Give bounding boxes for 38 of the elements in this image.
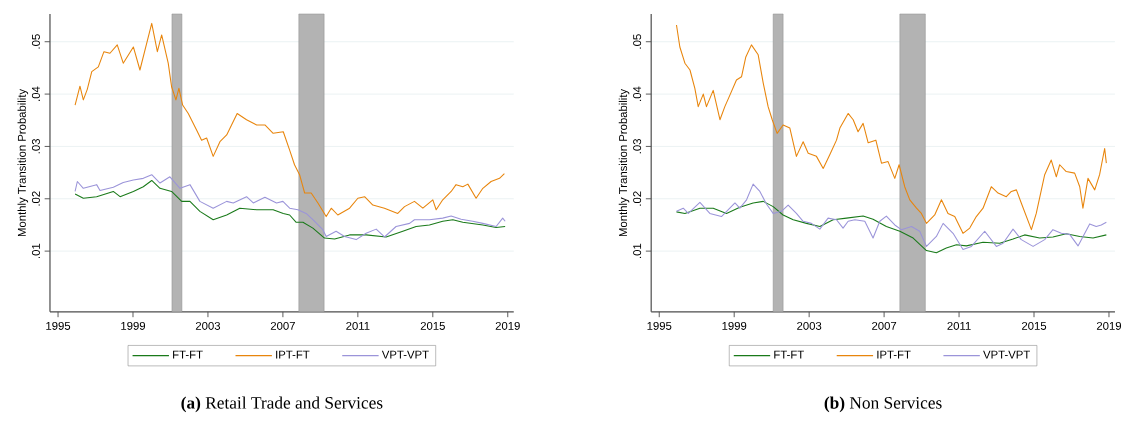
legend-label: FT-FT — [774, 350, 804, 359]
y-tick-label: .03 — [31, 139, 40, 154]
x-tick-label: 2015 — [1021, 322, 1047, 330]
y-tick-label: .04 — [633, 86, 642, 102]
x-tick-label: 2019 — [495, 322, 520, 330]
line-series — [74, 22, 505, 218]
x-tick-label: 2011 — [947, 322, 971, 330]
line-series — [675, 24, 1107, 234]
legend-label: FT-FT — [173, 350, 203, 359]
line-series — [675, 200, 1107, 254]
x-tick-label: 1999 — [121, 322, 146, 330]
x-tick-label: 2007 — [270, 322, 295, 330]
y-tick-label: .02 — [633, 191, 642, 206]
x-tick-label: 2003 — [797, 322, 822, 330]
y-axis-title: Monthly Transition Probability — [618, 88, 630, 237]
x-tick-label: 2019 — [1096, 322, 1122, 330]
legend-label: VPT-VPT — [381, 350, 429, 359]
legend-label: VPT-VPT — [983, 350, 1030, 359]
x-tick-label: 2015 — [420, 322, 445, 330]
y-tick-label: .02 — [31, 191, 40, 206]
y-axis-title: Monthly Transition Probability — [17, 88, 29, 237]
text: (a) Retail Trade and Services — [181, 396, 383, 413]
x-tick-label: 2007 — [872, 322, 897, 330]
legend-label: IPT-FT — [276, 350, 310, 359]
x-tick-label: 1995 — [647, 322, 672, 330]
x-tick-label: 2003 — [195, 322, 221, 330]
y-tick-label: .05 — [31, 34, 40, 49]
y-tick-label: .03 — [633, 139, 642, 154]
line-series — [675, 183, 1107, 251]
y-tick-label: .04 — [31, 86, 40, 102]
y-tick-label: .01 — [633, 243, 642, 259]
x-tick-label: 1999 — [722, 322, 747, 330]
x-tick-label: 1995 — [46, 322, 71, 330]
x-tick-label: 2011 — [346, 322, 370, 330]
y-tick-label: .01 — [31, 243, 40, 259]
legend-label: IPT-FT — [877, 350, 911, 359]
y-tick-label: .05 — [633, 34, 642, 49]
text: (b) Non Services — [824, 396, 942, 413]
